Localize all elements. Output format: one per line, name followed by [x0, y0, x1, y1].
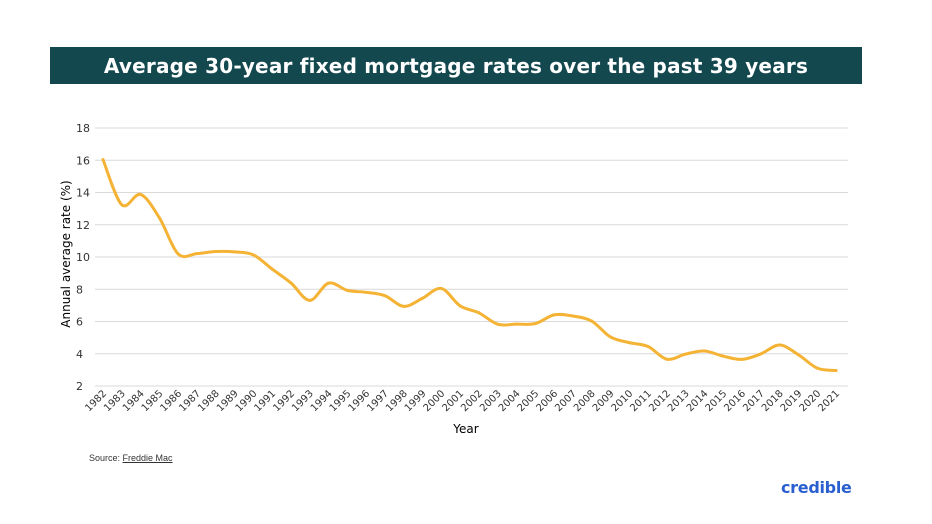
- data-point: [327, 281, 331, 285]
- data-point: [815, 366, 819, 370]
- data-point: [834, 369, 838, 373]
- data-point: [552, 313, 556, 317]
- source-note: Source: Freddie Mac: [89, 453, 173, 463]
- data-point: [402, 304, 406, 308]
- x-tick-label: 2021: [816, 388, 842, 414]
- data-point: [608, 335, 612, 339]
- data-point: [721, 354, 725, 358]
- data-point: [270, 267, 274, 271]
- x-axis-label: Year: [452, 422, 478, 436]
- y-tick-label: 2: [76, 380, 83, 393]
- grid-lines: [95, 127, 848, 387]
- data-point: [120, 203, 124, 207]
- data-point: [139, 192, 143, 196]
- y-tick-label: 14: [76, 187, 90, 200]
- data-point: [251, 253, 255, 257]
- y-axis-ticks: 2 4 6 8 10 12 14 16 18: [76, 122, 90, 393]
- y-tick-label: 10: [76, 251, 90, 264]
- data-point: [627, 341, 631, 345]
- data-point: [665, 357, 669, 361]
- y-tick-label: 16: [76, 154, 90, 167]
- data-point: [477, 311, 481, 315]
- data-point: [590, 319, 594, 323]
- data-point: [514, 322, 518, 326]
- data-point: [289, 281, 293, 285]
- data-point: [796, 353, 800, 357]
- data-point: [458, 304, 462, 308]
- data-point: [778, 343, 782, 347]
- data-point: [195, 252, 199, 256]
- data-point: [533, 322, 537, 326]
- data-point: [759, 352, 763, 356]
- chart-title: Average 30-year fixed mortgage rates ove…: [103, 53, 809, 78]
- y-tick-label: 18: [76, 122, 90, 135]
- chart-title-bar: Average 30-year fixed mortgage rates ove…: [50, 47, 862, 84]
- series-line: [101, 158, 838, 373]
- data-point: [646, 344, 650, 348]
- data-point: [214, 250, 218, 254]
- source-label: Source:: [89, 453, 123, 463]
- data-point: [571, 314, 575, 318]
- data-point: [684, 352, 688, 356]
- data-point: [308, 298, 312, 302]
- data-point: [439, 286, 443, 290]
- data-point: [176, 252, 180, 256]
- source-link[interactable]: Freddie Mac: [122, 453, 173, 463]
- data-point: [383, 294, 387, 298]
- data-point: [740, 357, 744, 361]
- data-point: [496, 322, 500, 326]
- data-point: [345, 288, 349, 292]
- credible-logo: credible: [781, 478, 852, 497]
- data-point: [101, 158, 105, 162]
- data-point: [157, 216, 161, 220]
- y-tick-label: 8: [76, 283, 83, 296]
- y-tick-label: 4: [76, 348, 83, 361]
- data-point: [364, 290, 368, 294]
- x-axis-ticks: 1982198319841985198619871988198919901991…: [83, 388, 842, 414]
- data-point: [702, 349, 706, 353]
- y-tick-label: 6: [76, 316, 83, 329]
- data-point: [233, 250, 237, 254]
- data-points: [101, 158, 838, 373]
- y-axis-label: Annual average rate (%): [59, 180, 73, 327]
- y-tick-label: 12: [76, 219, 90, 232]
- data-point: [421, 296, 425, 300]
